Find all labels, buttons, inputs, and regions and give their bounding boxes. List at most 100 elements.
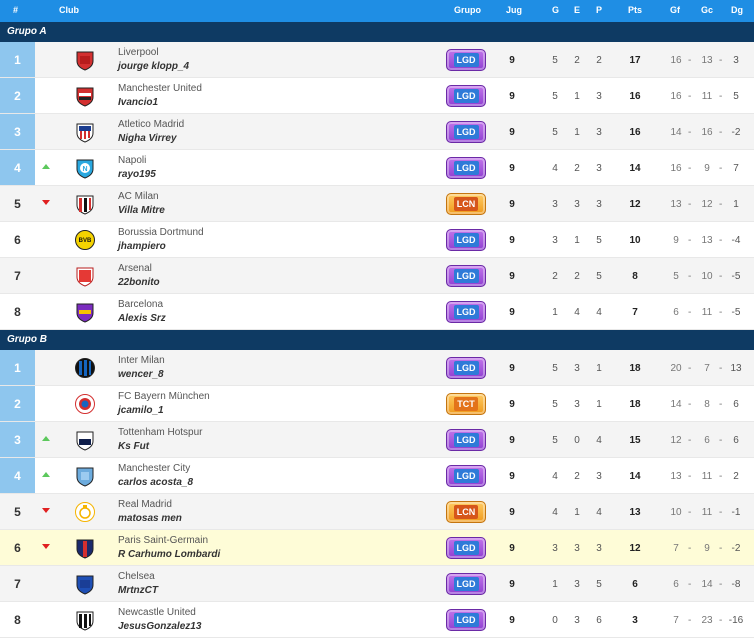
league-badge[interactable]: LGD <box>446 537 486 559</box>
club-name[interactable]: Newcastle United <box>118 607 196 618</box>
league-badge[interactable]: LCN <box>446 193 486 215</box>
table-row[interactable]: 6 Paris Saint-Germain R Carhumo Lombardi… <box>0 530 754 566</box>
club-crest-icon[interactable] <box>74 265 96 287</box>
club-cell[interactable]: Manchester United Ivancio1 <box>118 82 202 110</box>
table-row[interactable]: 1 Inter Milan wencer_8 LGD 9 5 3 1 18 20 7 13- - <box>0 350 754 386</box>
player-name[interactable]: Ivancio1 <box>118 97 159 108</box>
table-row[interactable]: 8 Barcelona Alexis Srz LGD 9 1 4 4 7 6 11 -5- - <box>0 294 754 330</box>
table-row[interactable]: 6 BVB Borussia Dortmund jhampiero LGD 9 3 1… <box>0 222 754 258</box>
league-badge[interactable]: LGD <box>446 121 486 143</box>
club-cell[interactable]: AC Milan Villa Mitre <box>118 190 165 218</box>
table-row[interactable]: 4 N Napoli rayo195 LGD 9 4 2 3 14 16 9 7- - <box>0 150 754 186</box>
club-cell[interactable]: Newcastle United JesusGonzalez13 <box>118 606 201 634</box>
league-badge[interactable]: LGD <box>446 229 486 251</box>
club-name[interactable]: Chelsea <box>118 571 155 582</box>
league-badge[interactable]: LGD <box>446 429 486 451</box>
club-cell[interactable]: Arsenal 22bonito <box>118 262 160 290</box>
player-name[interactable]: matosas men <box>118 513 182 524</box>
table-row[interactable]: 3 Atletico Madrid Nigha Virrey LGD 9 5 1 3 16… <box>0 114 754 150</box>
club-cell[interactable]: Atletico Madrid Nigha Virrey <box>118 118 184 146</box>
league-badge[interactable]: LCN <box>446 501 486 523</box>
club-crest-icon[interactable] <box>74 357 96 379</box>
club-name[interactable]: Manchester United <box>118 83 202 94</box>
club-cell[interactable]: Barcelona Alexis Srz <box>118 298 166 326</box>
player-name[interactable]: Ks Fut <box>118 441 150 452</box>
league-badge[interactable]: TCT <box>446 393 486 415</box>
club-name[interactable]: FC Bayern München <box>118 391 210 402</box>
club-name[interactable]: Inter Milan <box>118 355 165 366</box>
table-row[interactable]: 5 Real Madrid matosas men LCN 9 4 1 4 13 10 11-… <box>0 494 754 530</box>
club-name[interactable]: Atletico Madrid <box>118 119 185 130</box>
club-crest-icon[interactable] <box>74 85 96 107</box>
table-row[interactable]: 8 Newcastle United JesusGonzalez13 LGD 9 0… <box>0 602 754 638</box>
header-dg[interactable]: Dg <box>731 5 743 15</box>
player-name[interactable]: JesusGonzalez13 <box>118 621 202 632</box>
header-e[interactable]: E <box>574 5 581 15</box>
league-badge[interactable]: LGD <box>446 357 486 379</box>
club-crest-icon[interactable] <box>74 193 96 215</box>
club-cell[interactable]: Liverpool jourge klopp_4 <box>118 46 189 74</box>
club-cell[interactable]: Paris Saint-Germain R Carhumo Lombardi <box>118 534 220 562</box>
player-name[interactable]: wencer_8 <box>118 369 164 380</box>
league-badge[interactable]: LGD <box>446 49 486 71</box>
header-g[interactable]: G <box>552 5 560 15</box>
club-cell[interactable]: Tottenham Hotspur Ks Fut <box>118 426 203 454</box>
table-row[interactable]: 7 Arsenal 22bonito LGD 9 2 2 5 8 5 10 -5- - <box>0 258 754 294</box>
club-crest-icon[interactable] <box>74 301 96 323</box>
league-badge[interactable]: LGD <box>446 609 486 631</box>
header-gf[interactable]: Gf <box>670 5 680 15</box>
league-badge[interactable]: LGD <box>446 265 486 287</box>
player-name[interactable]: jhampiero <box>118 241 166 252</box>
club-crest-icon[interactable] <box>74 609 96 631</box>
player-name[interactable]: jourge klopp_4 <box>118 61 190 72</box>
club-crest-icon[interactable] <box>74 573 96 595</box>
club-name[interactable]: Real Madrid <box>118 499 172 510</box>
player-name[interactable]: R Carhumo Lombardi <box>118 549 221 560</box>
club-cell[interactable]: FC Bayern München jcamilo_1 <box>118 390 210 418</box>
club-cell[interactable]: Napoli rayo195 <box>118 154 156 182</box>
table-row[interactable]: 4 Manchester City carlos acosta_8 LGD 9 4 2… <box>0 458 754 494</box>
league-badge[interactable]: LGD <box>446 573 486 595</box>
header-pts[interactable]: Pts <box>628 5 643 15</box>
club-name[interactable]: Tottenham Hotspur <box>118 427 203 438</box>
player-name[interactable]: rayo195 <box>118 169 156 180</box>
club-cell[interactable]: Manchester City carlos acosta_8 <box>118 462 193 490</box>
table-row[interactable]: 1 Liverpool jourge klopp_4 LGD 9 5 2 2 17 16 13… <box>0 42 754 78</box>
header-jug[interactable]: Jug <box>506 5 523 15</box>
club-cell[interactable]: Borussia Dortmund jhampiero <box>118 226 204 254</box>
header-club[interactable]: Club <box>59 5 79 15</box>
player-name[interactable]: carlos acosta_8 <box>118 477 194 488</box>
club-crest-icon[interactable]: BVB <box>74 229 96 251</box>
player-name[interactable]: MrtnzCT <box>118 585 158 596</box>
club-crest-icon[interactable]: N <box>74 157 96 179</box>
league-badge[interactable]: LGD <box>446 301 486 323</box>
club-crest-icon[interactable] <box>74 429 96 451</box>
club-crest-icon[interactable] <box>74 121 96 143</box>
table-row[interactable]: 3 Tottenham Hotspur Ks Fut LGD 9 5 0 4 15 12 6 6… <box>0 422 754 458</box>
table-row[interactable]: 2 Manchester United Ivancio1 LGD 9 5 1 3 16 16… <box>0 78 754 114</box>
club-crest-icon[interactable] <box>74 49 96 71</box>
club-crest-icon[interactable] <box>74 393 96 415</box>
club-name[interactable]: Napoli <box>118 155 147 166</box>
club-crest-icon[interactable] <box>74 465 96 487</box>
club-crest-icon[interactable] <box>74 537 96 559</box>
club-name[interactable]: Paris Saint-Germain <box>118 535 209 546</box>
club-name[interactable]: Arsenal <box>118 263 152 274</box>
league-badge[interactable]: LGD <box>446 157 486 179</box>
club-cell[interactable]: Inter Milan wencer_8 <box>118 354 165 382</box>
club-name[interactable]: Borussia Dortmund <box>118 227 204 238</box>
header-p[interactable]: P <box>596 5 603 15</box>
league-badge[interactable]: LGD <box>446 465 486 487</box>
club-name[interactable]: AC Milan <box>118 191 159 202</box>
header-gc[interactable]: Gc <box>701 5 714 15</box>
table-row[interactable]: 5 AC Milan Villa Mitre LCN 9 3 3 3 12 13 12 1- - <box>0 186 754 222</box>
header-grupo[interactable]: Grupo <box>454 5 481 15</box>
club-cell[interactable]: Real Madrid matosas men <box>118 498 182 526</box>
club-name[interactable]: Liverpool <box>118 47 159 58</box>
player-name[interactable]: Nigha Virrey <box>118 133 177 144</box>
club-name[interactable]: Manchester City <box>118 463 191 474</box>
club-cell[interactable]: Chelsea MrtnzCT <box>118 570 158 598</box>
table-row[interactable]: 7 Chelsea MrtnzCT LGD 9 1 3 5 6 6 14 -8- - <box>0 566 754 602</box>
club-crest-icon[interactable] <box>74 501 96 523</box>
player-name[interactable]: Villa Mitre <box>118 205 165 216</box>
